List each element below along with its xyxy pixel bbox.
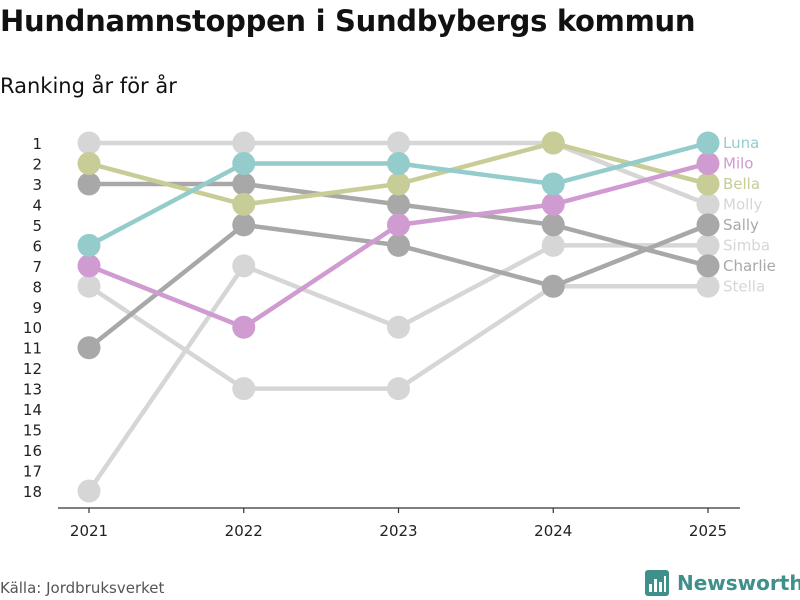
data-point-charlie	[541, 213, 565, 237]
y-tick-label: 11	[23, 340, 42, 358]
series-label-simba: Simba	[723, 236, 770, 254]
series-label-stella: Stella	[723, 277, 765, 295]
data-point-molly	[77, 131, 101, 155]
x-tick-label: 2024	[534, 522, 572, 540]
data-point-milo	[77, 254, 101, 278]
series-label-bella: Bella	[723, 175, 760, 193]
data-point-simba	[77, 479, 101, 503]
y-tick-label: 1	[32, 135, 42, 153]
y-tick-label: 12	[23, 360, 42, 378]
data-point-milo	[232, 315, 256, 339]
y-tick-label: 18	[23, 483, 42, 501]
series-label-molly: Molly	[723, 195, 762, 213]
series-label-luna: Luna	[723, 134, 759, 152]
data-point-bella	[541, 131, 565, 155]
chart-subtitle: Ranking år för år	[0, 74, 177, 98]
brand-logo: Newsworthy	[645, 570, 800, 596]
data-point-sally	[696, 213, 720, 237]
data-point-milo	[696, 151, 720, 175]
series-label-milo: Milo	[723, 154, 753, 172]
chart-title: Hundnamnstoppen i Sundbybergs kommun	[0, 4, 696, 38]
y-tick-label: 8	[32, 278, 42, 296]
x-tick-label: 2021	[70, 522, 108, 540]
y-tick-label: 3	[32, 176, 42, 194]
data-point-milo	[541, 192, 565, 216]
data-point-luna	[541, 172, 565, 196]
data-point-simba	[696, 233, 720, 257]
y-tick-label: 7	[32, 258, 42, 276]
y-tick-label: 15	[23, 422, 42, 440]
data-point-sally	[232, 213, 256, 237]
data-point-simba	[387, 315, 410, 339]
data-point-charlie	[77, 172, 101, 196]
data-point-luna	[77, 233, 101, 257]
y-tick-label: 5	[32, 217, 42, 235]
y-tick-label: 2	[32, 155, 42, 173]
data-point-milo	[387, 213, 410, 237]
data-point-stella	[387, 377, 410, 401]
data-point-charlie	[696, 254, 720, 278]
y-tick-label: 4	[32, 196, 42, 214]
data-point-stella	[696, 274, 720, 298]
x-tick-label: 2023	[379, 522, 417, 540]
brand-name: Newsworthy	[677, 571, 800, 595]
data-point-sally	[77, 336, 101, 360]
source-note: Källa: Jordbruksverket	[0, 579, 165, 597]
series-line-simba	[86, 243, 711, 494]
data-point-simba	[232, 254, 256, 278]
data-point-luna	[387, 151, 410, 175]
x-tick-label: 2022	[225, 522, 263, 540]
data-point-luna	[232, 151, 256, 175]
data-point-molly	[696, 192, 720, 216]
x-tick-label: 2025	[689, 522, 727, 540]
data-point-bella	[77, 151, 101, 175]
y-tick-label: 13	[23, 381, 42, 399]
data-point-simba	[541, 233, 565, 257]
series-label-sally: Sally	[723, 216, 759, 234]
y-tick-label: 16	[23, 442, 42, 460]
data-point-bella	[232, 192, 256, 216]
data-point-sally	[541, 274, 565, 298]
data-point-stella	[77, 274, 101, 298]
bar-chart-logo-icon	[645, 570, 669, 596]
data-point-bella	[387, 172, 410, 196]
data-point-charlie	[232, 172, 256, 196]
y-tick-label: 6	[32, 237, 42, 255]
data-point-luna	[696, 131, 720, 155]
y-tick-label: 17	[23, 463, 42, 481]
data-point-bella	[696, 172, 720, 196]
y-tick-label: 14	[23, 401, 42, 419]
data-point-molly	[232, 131, 256, 155]
data-point-molly	[387, 131, 410, 155]
series-label-charlie: Charlie	[723, 257, 776, 275]
data-point-charlie	[387, 192, 410, 216]
data-point-stella	[232, 377, 256, 401]
y-tick-label: 10	[23, 319, 42, 337]
data-point-sally	[387, 233, 410, 257]
y-tick-label: 9	[32, 299, 42, 317]
